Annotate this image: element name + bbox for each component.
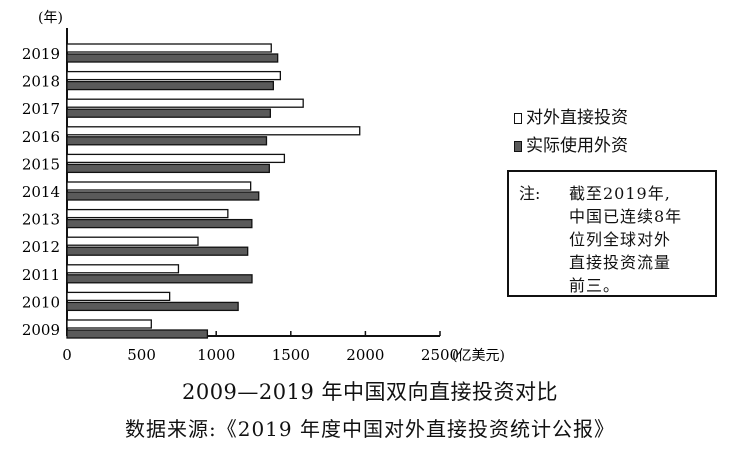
- x-tick-label: 2500: [421, 346, 459, 364]
- note-line: 直接投资流量: [569, 253, 672, 272]
- y-tick-label: 2012: [22, 238, 60, 256]
- legend-label-inward: 实际使用外资: [526, 136, 628, 156]
- x-tick-label: 500: [127, 346, 156, 364]
- bar-inward-2009: [66, 329, 209, 339]
- bar-outward-2014: [66, 181, 252, 191]
- legend-swatch-inward: [514, 141, 522, 152]
- y-tick-label: 2018: [22, 73, 60, 91]
- bar-inward-2010: [66, 301, 239, 312]
- x-tick-label: 1500: [272, 346, 310, 364]
- x-tick-label: 1000: [197, 346, 235, 364]
- y-tick-label: 2015: [22, 155, 60, 173]
- note-label: 注:: [519, 184, 541, 203]
- bar-inward-2019: [66, 53, 279, 63]
- bar-outward-2011: [66, 264, 180, 274]
- x-tick-label: 0: [62, 346, 72, 364]
- legend-label-outward: 对外直接投资: [526, 108, 628, 128]
- y-tick-label: 2019: [22, 45, 60, 63]
- bar-outward-2010: [66, 291, 171, 302]
- bar-inward-2016: [66, 136, 268, 146]
- bar-outward-2015: [66, 153, 286, 164]
- y-tick-label: 2009: [22, 321, 60, 339]
- bar-inward-2015: [66, 163, 270, 174]
- y-tick-label: 2010: [22, 293, 60, 311]
- y-tick-label: 2014: [22, 183, 60, 201]
- bar-outward-2013: [66, 208, 229, 219]
- bar-outward-2012: [66, 236, 199, 246]
- bar-outward-2019: [66, 43, 272, 53]
- x-axis-unit: (亿美元): [452, 348, 505, 364]
- note-line: 中国已连续8年: [569, 207, 683, 226]
- chart-title: 2009—2019 年中国双向直接投资对比: [181, 380, 559, 404]
- bar-outward-2009: [66, 319, 152, 329]
- bar-inward-2013: [66, 218, 253, 229]
- y-tick-label: 2013: [22, 211, 60, 229]
- legend-swatch-outward: [514, 113, 522, 124]
- bar-inward-2017: [66, 108, 272, 118]
- bar-inward-2018: [66, 80, 274, 91]
- bar-outward-2018: [66, 70, 282, 81]
- x-tick-label: 2000: [346, 346, 384, 364]
- note-box: 注: 截至2019年, 中国已连续8年 位列全球对外 直接投资流量 前三。: [507, 170, 717, 297]
- bar-outward-2017: [66, 98, 304, 108]
- y-tick-label: 2011: [22, 266, 60, 284]
- chart-source: 数据来源:《2019 年度中国对外直接投资统计公报》: [125, 417, 615, 441]
- legend-item-outward: 对外直接投资: [514, 103, 628, 128]
- note-line: 截至2019年,: [569, 184, 671, 203]
- bar-inward-2014: [66, 191, 260, 201]
- y-tick-label: 2017: [22, 100, 60, 118]
- note-line: 位列全球对外: [569, 230, 672, 249]
- bar-inward-2011: [66, 274, 253, 284]
- y-tick-label: 2016: [22, 128, 60, 146]
- bar-outward-2016: [66, 126, 361, 136]
- legend-item-inward: 实际使用外资: [514, 131, 628, 156]
- bar-inward-2012: [66, 246, 249, 256]
- note-line: 前三。: [569, 276, 621, 295]
- y-axis-unit: (年): [38, 10, 63, 26]
